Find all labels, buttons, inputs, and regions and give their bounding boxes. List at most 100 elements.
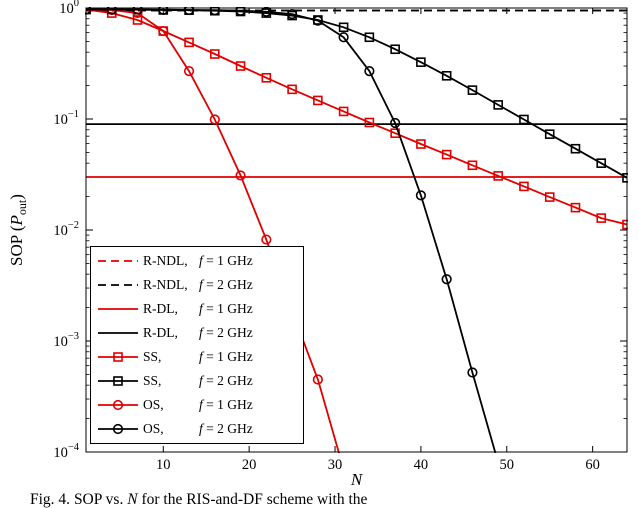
y-tick-label: 10−3 [53,331,79,350]
legend-label-prefix: SS, [143,349,162,364]
marker-square-ss-2ghz [390,44,400,55]
marker-square-ss-2ghz [544,129,555,139]
marker-square-ss-1ghz [441,149,452,160]
marker-circle-os-1ghz [235,170,246,181]
marker-square-ss-2ghz [441,71,452,81]
legend-label-frequency: f = 2 GHz [199,421,253,436]
marker-circle-os-2ghz [209,7,220,16]
legend-sample-ss-2ghz [98,376,138,386]
marker-circle-os-2ghz [415,190,427,201]
marker-square-ss-2ghz [364,32,375,43]
legend-sample-r-ndl-1ghz [98,260,138,262]
marker-circle-os-2ghz [106,7,117,15]
legend-label-frequency: f = 1 GHz [199,253,253,268]
legend-item-r-ndl-1ghz: R-NDL, f = 1 GHz [96,249,299,273]
marker-circle-os-2ghz [235,7,246,16]
legend-item-os-1ghz: OS, f = 1 GHz [96,393,299,417]
legend-label-prefix: R-DL, [143,325,178,340]
marker-circle-os-1ghz [261,234,272,245]
marker-square-ss-1ghz [210,49,220,59]
legend-sample-r-dl-2ghz [98,332,138,334]
y-tick-label: 10−4 [53,442,79,461]
x-tick-label: 10 [156,457,171,473]
legend-label-prefix: OS, [143,397,164,412]
chart-legend: R-NDL, f = 1 GHz R-NDL, f = 2 GHz R-DL, f = 1… [90,246,304,444]
marker-square-ss-2ghz [416,57,426,67]
series-line-os-2ghz [86,8,497,453]
y-tick-label: 10−1 [53,109,79,128]
legend-label-frequency: f = 1 GHz [199,397,253,412]
marker-circle-os-2ghz [132,7,143,15]
x-axis-label: N [350,470,364,486]
marker-square-ss-2ghz [519,114,529,125]
legend-label-frequency: f = 2 GHz [199,325,253,340]
marker-square-ss-2ghz [596,158,607,168]
marker-square-ss-1ghz [570,202,581,213]
marker-square-ss-1ghz [596,213,607,223]
legend-item-ss-1ghz: SS, f = 1 GHz [96,345,299,369]
marker-circle-os-2ghz [158,7,169,15]
legend-label-frequency: f = 2 GHz [199,277,253,292]
marker-square-ss-1ghz [416,139,426,149]
marker-square-ss-1ghz [364,117,375,128]
x-tick-label: 30 [328,457,343,473]
series-group [85,7,628,453]
caption-text-pre: SOP vs. [70,491,128,508]
legend-sample-os-2ghz [98,423,138,435]
x-tick-label: 20 [242,457,257,473]
marker-square-ss-1ghz [184,37,194,48]
legend-item-ss-2ghz: SS, f = 2 GHz [96,369,299,393]
marker-square-ss-2ghz [570,143,581,154]
marker-square-ss-1ghz [235,61,246,71]
legend-label-frequency: f = 1 GHz [199,301,253,316]
legend-label-prefix: R-DL, [143,301,178,316]
legend-label-prefix: R-NDL, [143,277,188,292]
legend-label-prefix: SS, [143,373,162,388]
caption-text-post: for the RIS-and-DF scheme with the [137,491,368,508]
marker-circle-os-2ghz [467,367,478,378]
legend-sample-os-1ghz [98,399,138,411]
marker-square-ss-1ghz [132,15,143,25]
marker-circle-os-2ghz [390,117,401,129]
marker-circle-os-2ghz [364,66,375,77]
marker-circle-os-1ghz [312,374,323,385]
legend-sample-r-ndl-2ghz [98,284,138,286]
legend-item-r-dl-2ghz: R-DL, f = 2 GHz [96,321,299,345]
legend-label-frequency: f = 1 GHz [199,349,253,364]
marker-square-ss-2ghz [493,100,503,110]
marker-square-ss-1ghz [544,192,555,202]
marker-circle-os-2ghz [312,15,323,26]
marker-circle-os-2ghz [338,32,349,43]
marker-square-ss-1ghz [338,106,349,117]
marker-circle-os-2ghz [441,274,452,285]
marker-square-ss-1ghz [493,171,503,181]
x-tick-label: 40 [414,457,429,473]
marker-square-ss-2ghz [467,85,478,95]
marker-circle-os-2ghz [261,7,272,17]
marker-square-ss-2ghz [338,22,349,33]
marker-square-ss-1ghz [287,84,297,95]
legend-sample-ss-1ghz [98,352,138,362]
y-tick-label: 100 [59,0,79,17]
x-tick-label: 60 [585,457,600,473]
legend-label-prefix: R-NDL, [143,253,188,268]
sop-vs-n-chart: 100 10−1 10−2 10−3 10−4 10 20 30 40 50 60 N SOP (Pou… [7,0,628,486]
marker-square-ss-1ghz [313,95,323,106]
marker-circle-os-1ghz [183,66,195,77]
caption-variable: N [127,491,138,508]
caption-label: Fig. 4. [30,491,71,508]
marker-square-ss-1ghz [519,181,529,192]
marker-circle-os-1ghz [209,114,220,125]
legend-label-frequency: f = 2 GHz [199,373,253,388]
figure-caption: Fig. 4. SOP vs. N for the RIS-and-DF sch… [30,490,630,508]
series-line-ss-1ghz [85,8,628,226]
marker-square-ss-1ghz [261,73,272,83]
plot-border [85,7,628,453]
marker-circle-os-1ghz [158,25,169,37]
marker-circle-os-2ghz [286,9,298,20]
y-tick-label: 10−2 [53,220,79,239]
marker-square-ss-1ghz [467,160,478,171]
legend-item-r-ndl-2ghz: R-NDL, f = 2 GHz [96,273,299,297]
y-axis-label: SOP (Pout) [7,194,29,266]
